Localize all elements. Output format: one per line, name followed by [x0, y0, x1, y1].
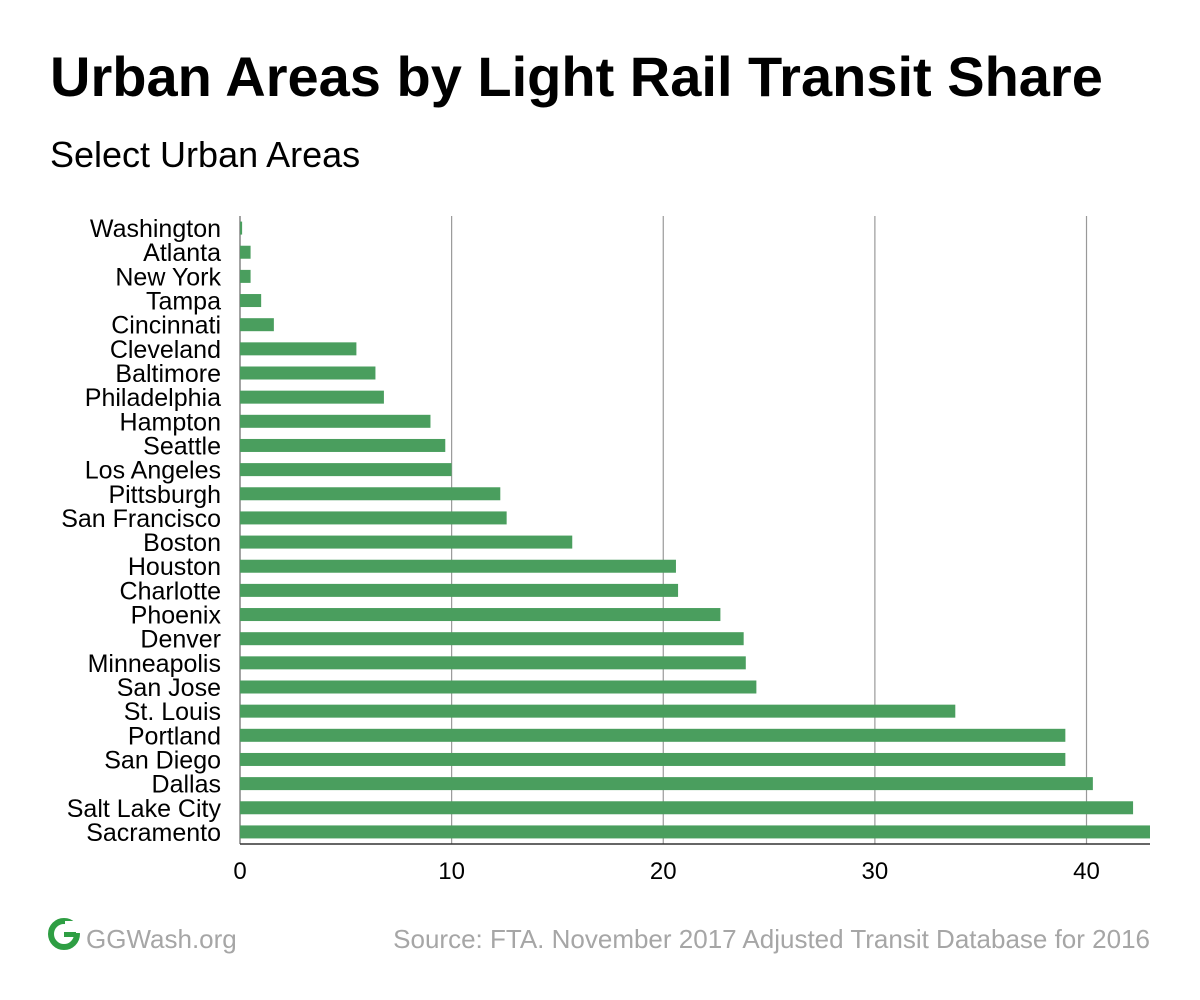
bar	[240, 463, 452, 477]
chart-title: Urban Areas by Light Rail Transit Share	[50, 45, 1103, 108]
bar	[240, 221, 243, 235]
bar	[240, 294, 262, 308]
bar	[240, 245, 251, 259]
category-label: St. Louis	[124, 698, 221, 726]
bar	[240, 559, 676, 573]
category-label: Pittsburgh	[108, 481, 221, 509]
category-label: Seattle	[143, 432, 221, 460]
bar	[240, 487, 501, 501]
x-tick-label: 20	[650, 858, 677, 885]
category-label: Phoenix	[131, 602, 222, 630]
category-label: Denver	[140, 626, 221, 654]
bar	[240, 535, 573, 549]
bar	[240, 608, 721, 622]
gridlines	[239, 216, 1150, 845]
category-label: Sacramento	[86, 819, 221, 847]
x-tick-labels: 0 10 20 30 40	[233, 858, 1100, 885]
category-label: Minneapolis	[88, 650, 221, 678]
x-tick-label: 40	[1073, 858, 1100, 885]
category-label: San Francisco	[61, 505, 221, 533]
bar	[240, 511, 507, 525]
bar	[240, 777, 1093, 791]
bar	[240, 342, 357, 356]
chart-subtitle: Select Urban Areas	[50, 134, 361, 175]
bar	[240, 390, 384, 404]
bar	[240, 825, 1150, 839]
category-label: Los Angeles	[85, 457, 221, 485]
category-label: Atlanta	[143, 239, 221, 267]
category-label: Cleveland	[110, 336, 221, 364]
category-label: Salt Lake City	[67, 795, 222, 823]
bar	[240, 704, 956, 718]
category-label: Washington	[90, 215, 221, 243]
bar	[240, 728, 1066, 742]
x-tick-label: 0	[233, 858, 246, 885]
x-tick-label: 10	[438, 858, 465, 885]
bar	[240, 318, 274, 332]
ggwash-logo-icon	[48, 918, 81, 950]
bars	[240, 221, 1150, 839]
category-label: New York	[115, 263, 221, 291]
category-label: Portland	[128, 722, 221, 750]
footer-source: Source: FTA. November 2017 Adjusted Tran…	[393, 924, 1150, 954]
bar	[240, 583, 679, 597]
category-label: Hampton	[120, 408, 221, 436]
category-label: Dallas	[152, 771, 221, 799]
category-label: Philadelphia	[85, 384, 221, 412]
footer-site: GGWash.org	[86, 924, 237, 954]
bar	[240, 438, 446, 452]
category-label: Baltimore	[115, 360, 221, 388]
bar	[240, 269, 251, 283]
bar	[240, 680, 757, 694]
category-label: San Jose	[117, 674, 221, 702]
category-label: Charlotte	[120, 577, 221, 605]
category-label: Cincinnati	[111, 312, 221, 340]
category-label: San Diego	[104, 746, 221, 774]
category-label: Boston	[143, 529, 221, 557]
bar	[240, 752, 1066, 766]
bar	[240, 801, 1134, 815]
category-label: Houston	[128, 553, 221, 581]
bar	[240, 414, 431, 428]
bar	[240, 632, 744, 646]
category-label: Tampa	[146, 288, 221, 316]
bar	[240, 656, 746, 670]
x-tick-label: 30	[862, 858, 889, 885]
bar	[240, 366, 376, 380]
